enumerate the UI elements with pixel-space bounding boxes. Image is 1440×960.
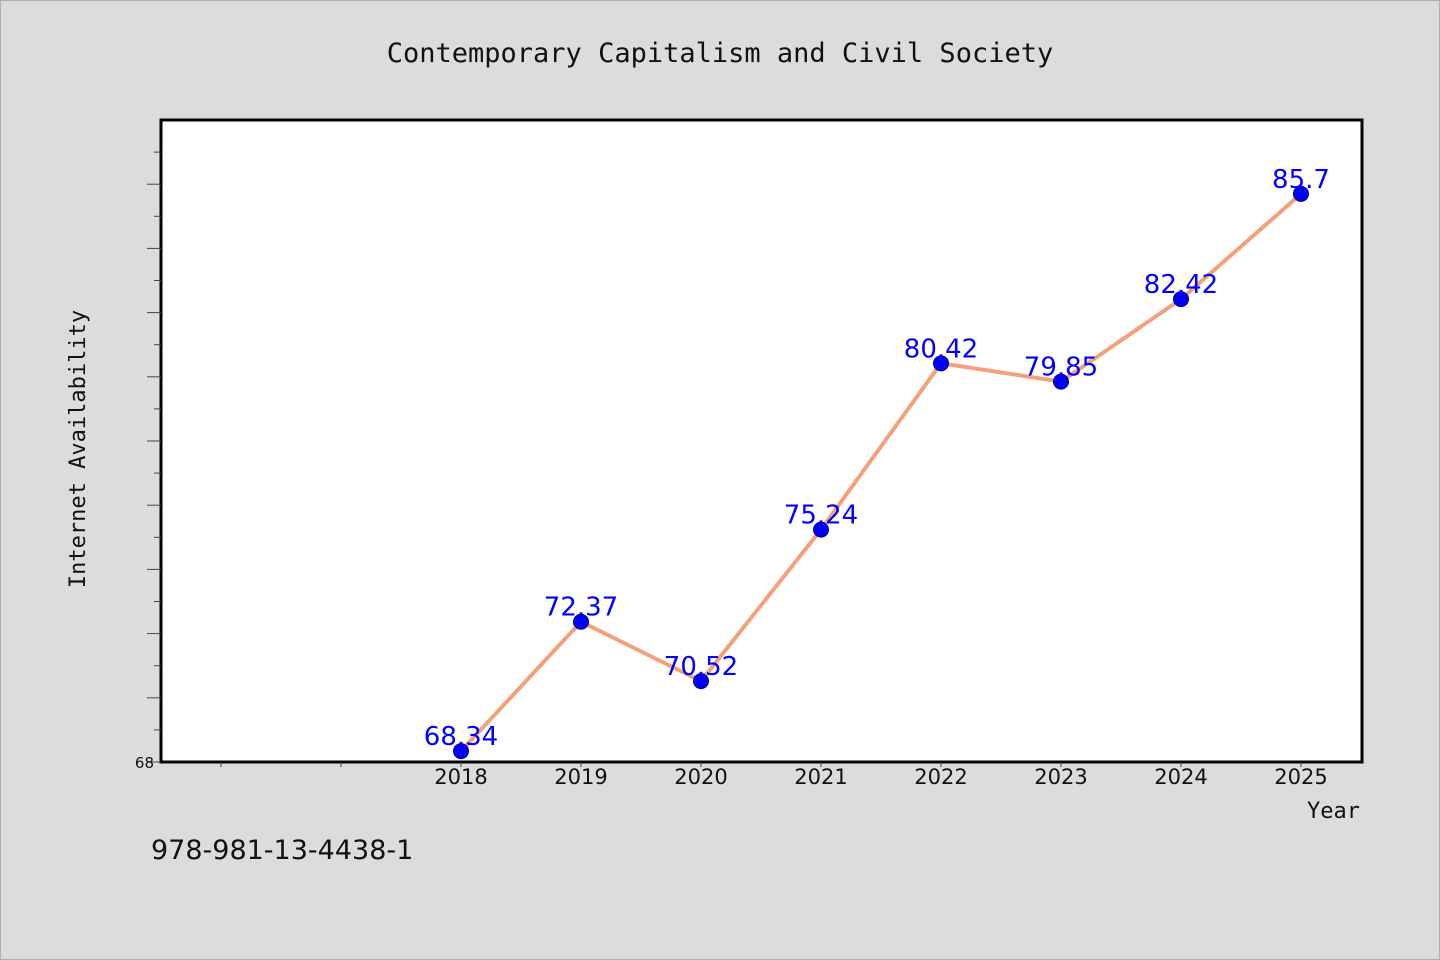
x-tick-label: 2025 [1274, 765, 1327, 789]
data-point [1053, 373, 1069, 390]
y-axis-ticks: 68 [135, 151, 161, 772]
series-line [459, 191, 1303, 754]
data-point [453, 743, 469, 760]
y-tick-label: 68 [135, 754, 154, 772]
marker-group [453, 185, 1309, 760]
chart-title: Contemporary Capitalism and Civil Societ… [387, 38, 1053, 69]
x-tick-label: 2022 [914, 765, 967, 789]
data-point [933, 355, 949, 372]
y-axis-title: Internet Availability [66, 310, 91, 588]
data-label: 80.42 [904, 334, 978, 364]
data-label: 72.37 [544, 593, 618, 623]
series-line-group [459, 191, 1303, 754]
data-label: 82.42 [1144, 270, 1218, 300]
x-tick-label: 2020 [674, 765, 727, 789]
plot-area [159, 118, 1364, 764]
data-point [573, 613, 589, 630]
isbn-text: 978-981-13-4438-1 [151, 835, 414, 866]
x-tick-label: 2024 [1154, 765, 1207, 789]
x-tick-label: 2021 [794, 765, 847, 789]
data-label: 68.34 [424, 722, 498, 752]
data-label: 70.52 [664, 652, 738, 682]
data-label: 79.85 [1024, 353, 1098, 383]
x-tick-label: 2018 [434, 765, 487, 789]
data-point [693, 673, 709, 690]
data-point [813, 521, 829, 538]
x-axis-ticks: 2018 2019 2020 2021 2022 2023 2024 2025 [220, 762, 1328, 789]
x-axis-title: Year [1307, 799, 1360, 824]
x-tick-label: 2023 [1034, 765, 1087, 789]
x-tick-label: 2019 [554, 765, 607, 789]
data-label: 85.7 [1272, 165, 1330, 195]
data-label: 75.24 [784, 501, 858, 531]
data-point [1173, 291, 1189, 308]
data-point [1293, 185, 1309, 202]
data-label-group: 68.34 72.37 70.52 75.24 80.42 79.85 82.42 85.7 [424, 165, 1330, 752]
